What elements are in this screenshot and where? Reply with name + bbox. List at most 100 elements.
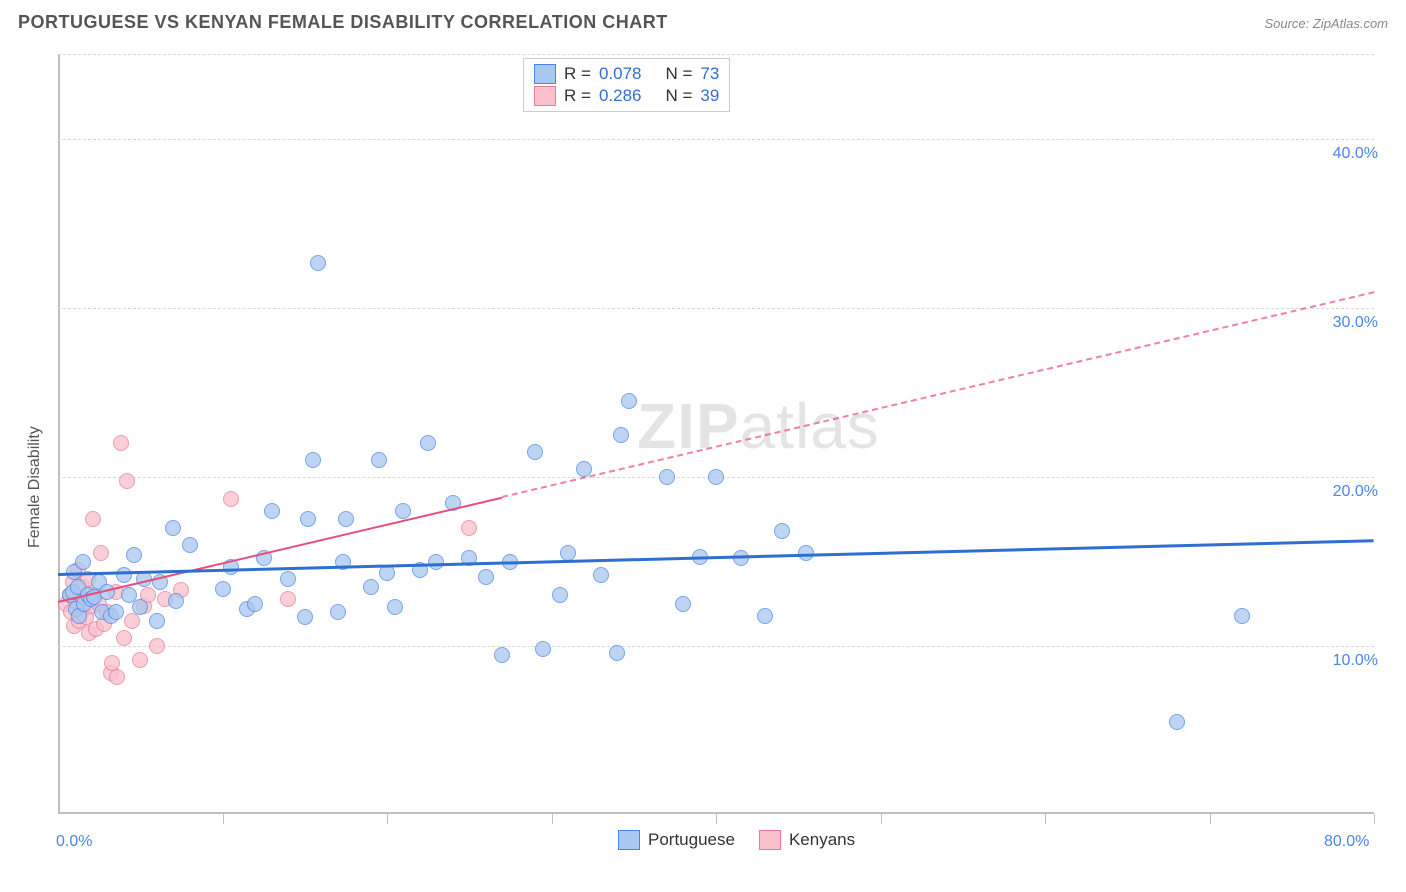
data-point [494,647,510,663]
data-point [527,444,543,460]
data-point [593,567,609,583]
data-point [280,571,296,587]
data-point [109,669,125,685]
swatch-kenyans [759,830,781,850]
data-point [108,604,124,620]
watermark-atlas: atlas [740,390,880,462]
data-point [223,491,239,507]
data-point [621,393,637,409]
x-tick [1374,814,1375,824]
data-point [215,581,231,597]
gridline [58,646,1374,647]
r-value: 0.286 [599,86,642,106]
watermark: ZIPatlas [637,389,880,463]
data-point [126,547,142,563]
data-point [264,503,280,519]
data-point [85,511,101,527]
chart-container: PORTUGUESE VS KENYAN FEMALE DISABILITY C… [0,0,1406,892]
data-point [387,599,403,615]
y-tick-label: 40.0% [1333,145,1378,163]
data-point [420,435,436,451]
data-point [124,613,140,629]
header: PORTUGUESE VS KENYAN FEMALE DISABILITY C… [18,12,1388,33]
source-attribution: Source: ZipAtlas.com [1264,16,1388,31]
y-tick-label: 10.0% [1333,652,1378,670]
x-tick-label: 80.0% [1324,833,1369,851]
y-axis-label: Female Disability [26,426,44,548]
data-point [116,567,132,583]
n-label: N = [665,86,692,106]
data-point [165,520,181,536]
data-point [371,452,387,468]
series-legend: Portuguese Kenyans [618,830,855,850]
n-value: 73 [700,64,719,84]
data-point [132,652,148,668]
trend-line [58,496,503,602]
data-point [659,469,675,485]
data-point [774,523,790,539]
data-point [675,596,691,612]
x-tick [552,814,553,824]
x-tick [223,814,224,824]
data-point [305,452,321,468]
data-point [757,608,773,624]
y-tick-label: 30.0% [1333,314,1378,332]
data-point [428,554,444,570]
x-tick-label: 0.0% [56,833,92,851]
x-tick [881,814,882,824]
legend-row-portuguese: R = 0.078 N = 73 [534,63,719,85]
data-point [330,604,346,620]
data-point [280,591,296,607]
correlation-legend: R = 0.078 N = 73 R = 0.286 N = 39 [523,58,730,112]
data-point [609,645,625,661]
data-point [75,554,91,570]
data-point [119,473,135,489]
data-point [116,630,132,646]
data-point [300,511,316,527]
data-point [395,503,411,519]
x-tick [387,814,388,824]
data-point [613,427,629,443]
data-point [363,579,379,595]
data-point [338,511,354,527]
data-point [552,587,568,603]
legend-row-kenyans: R = 0.286 N = 39 [534,85,719,107]
r-value: 0.078 [599,64,642,84]
legend-item-kenyans: Kenyans [759,830,855,850]
data-point [708,469,724,485]
swatch-portuguese [534,64,556,84]
y-tick-label: 20.0% [1333,483,1378,501]
y-axis [58,55,60,814]
data-point [113,435,129,451]
r-label: R = [564,64,591,84]
x-tick [1210,814,1211,824]
data-point [93,545,109,561]
data-point [247,596,263,612]
data-point [149,613,165,629]
x-tick [716,814,717,824]
data-point [149,638,165,654]
chart-title: PORTUGUESE VS KENYAN FEMALE DISABILITY C… [18,12,668,33]
r-label: R = [564,86,591,106]
series-label: Portuguese [648,830,735,850]
data-point [310,255,326,271]
data-point [297,609,313,625]
series-label: Kenyans [789,830,855,850]
n-label: N = [665,64,692,84]
x-tick [1045,814,1046,824]
data-point [478,569,494,585]
data-point [168,593,184,609]
swatch-kenyans [534,86,556,106]
swatch-portuguese [618,830,640,850]
plot-area: ZIPatlas R = 0.078 N = 73 R = 0.286 N = … [58,54,1374,814]
gridline [58,308,1374,309]
legend-item-portuguese: Portuguese [618,830,735,850]
data-point [1234,608,1250,624]
data-point [1169,714,1185,730]
data-point [379,565,395,581]
data-point [461,520,477,536]
data-point [535,641,551,657]
gridline [58,139,1374,140]
data-point [182,537,198,553]
n-value: 39 [700,86,719,106]
